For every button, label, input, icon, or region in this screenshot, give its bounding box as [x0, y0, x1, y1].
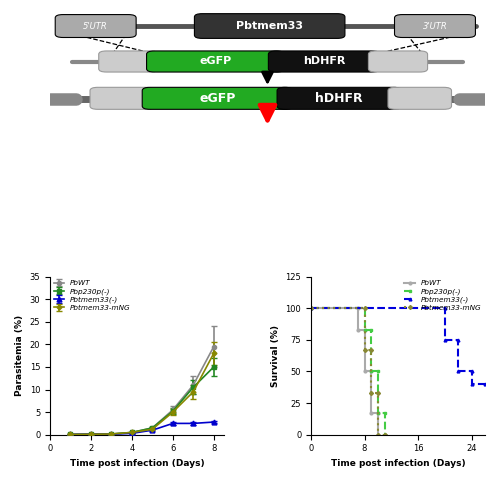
FancyBboxPatch shape	[55, 14, 136, 38]
Text: hDHFR: hDHFR	[303, 57, 345, 67]
FancyBboxPatch shape	[394, 14, 475, 38]
FancyBboxPatch shape	[388, 87, 452, 109]
PbWT	[375, 432, 381, 438]
Pbtmem33-mNG	[362, 347, 368, 353]
X-axis label: Time post infection (Days): Time post infection (Days)	[70, 459, 204, 468]
X-axis label: Time post infection (Days): Time post infection (Days)	[330, 459, 466, 468]
Legend: PbWT, Pbp230p(-), Pbtmem33(-), Pbtmem33-mNG: PbWT, Pbp230p(-), Pbtmem33(-), Pbtmem33-…	[54, 280, 131, 311]
PbWT	[355, 327, 361, 333]
PbWT	[368, 369, 374, 374]
Pbtmem33(-)	[442, 305, 448, 311]
Pbp230p(-)	[368, 327, 374, 333]
Pbtmem33(-)	[468, 369, 474, 374]
Pbtmem33-mNG	[368, 347, 374, 353]
Pbp230p(-)	[362, 305, 368, 311]
PbWT	[362, 369, 368, 374]
Pbtmem33-mNG	[382, 432, 388, 438]
Pbtmem33(-)	[482, 381, 488, 387]
Pbtmem33-mNG	[362, 305, 368, 311]
Pbp230p(-)	[382, 432, 388, 438]
FancyBboxPatch shape	[142, 87, 292, 109]
Line: Pbtmem33(-): Pbtmem33(-)	[310, 307, 486, 385]
Pbp230p(-)	[375, 410, 381, 416]
FancyBboxPatch shape	[277, 87, 402, 109]
FancyBboxPatch shape	[98, 51, 158, 72]
PbWT	[375, 410, 381, 416]
Pbtmem33(-)	[442, 337, 448, 343]
FancyBboxPatch shape	[90, 87, 154, 109]
Pbtmem33-mNG	[375, 390, 381, 396]
Text: hDHFR: hDHFR	[316, 92, 363, 105]
Pbtmem33(-)	[468, 381, 474, 387]
Pbtmem33-mNG	[368, 390, 374, 396]
Y-axis label: Survival (%): Survival (%)	[271, 325, 280, 386]
Pbtmem33(-)	[455, 369, 461, 374]
FancyBboxPatch shape	[368, 51, 428, 72]
Text: Pbtmem33: Pbtmem33	[236, 21, 303, 31]
Pbtmem33-mNG	[375, 432, 381, 438]
PbWT	[362, 327, 368, 333]
Pbp230p(-)	[368, 369, 374, 374]
Text: eGFP: eGFP	[199, 57, 232, 67]
FancyBboxPatch shape	[194, 14, 345, 38]
Y-axis label: Parasitemia (%): Parasitemia (%)	[15, 315, 24, 396]
PbWT	[355, 305, 361, 311]
Pbtmem33(-)	[308, 305, 314, 311]
Pbtmem33(-)	[455, 337, 461, 343]
Text: 3'UTR: 3'UTR	[422, 22, 448, 30]
Pbp230p(-)	[362, 327, 368, 333]
Line: PbWT: PbWT	[310, 307, 380, 436]
FancyBboxPatch shape	[268, 51, 380, 72]
Pbp230p(-)	[308, 305, 314, 311]
FancyBboxPatch shape	[146, 51, 284, 72]
Pbp230p(-)	[382, 410, 388, 416]
Line: Pbp230p(-): Pbp230p(-)	[310, 307, 386, 436]
PbWT	[308, 305, 314, 311]
Line: Pbtmem33-mNG: Pbtmem33-mNG	[310, 307, 386, 436]
Pbtmem33-mNG	[308, 305, 314, 311]
Text: eGFP: eGFP	[200, 92, 235, 105]
Pbtmem33-mNG	[382, 432, 388, 438]
Text: 5'UTR: 5'UTR	[84, 22, 108, 30]
Legend: PbWT, Pbp230p(-), Pbtmem33(-), Pbtmem33-mNG: PbWT, Pbp230p(-), Pbtmem33(-), Pbtmem33-…	[404, 280, 481, 311]
Pbp230p(-)	[375, 369, 381, 374]
PbWT	[368, 410, 374, 416]
